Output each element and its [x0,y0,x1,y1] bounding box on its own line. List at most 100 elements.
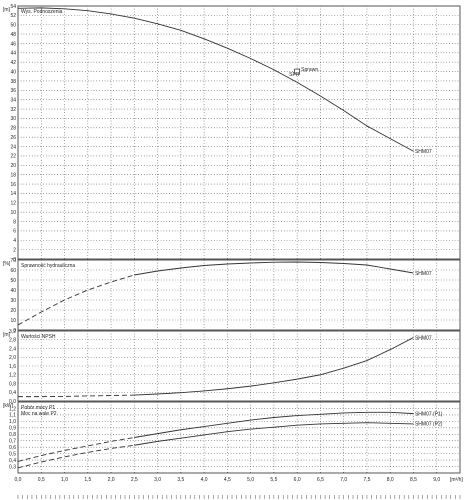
y-tick-label: 16 [10,182,16,188]
y-tick-label: 0,5 [9,451,16,457]
y-axis-unit: [kW] [3,403,14,409]
y-tick-label: 0,8 [9,381,16,387]
y-tick-label: 46 [10,41,16,47]
y-tick-label: 24 [10,144,16,150]
y-tick-label: 0,7 [9,439,16,445]
y-tick-label: 3,2 [9,329,16,335]
x-tick-label: 9,0 [433,477,440,483]
series-line [17,7,414,152]
data-point [41,396,42,397]
x-tick-label: 3,5 [177,477,184,483]
y-tick-label: 20 [10,163,16,169]
x-tick-label: 2,5 [131,477,138,483]
y-tick-label: 60 [10,268,16,274]
y-tick-label: 26 [10,135,16,141]
panel-frame [17,5,461,260]
y-tick-label: 1,0 [9,419,16,425]
x-tick-label: 5,5 [270,477,277,483]
y-tick-label: 42 [10,60,16,66]
x-tick-label: 6,0 [294,477,301,483]
y-axis-unit: [%] [3,261,11,267]
x-tick-label: 8,5 [410,477,417,483]
y-tick-label: 0,6 [9,445,16,451]
panel-frame [17,401,461,474]
y-tick-label: 6 [13,229,16,235]
y-tick-label: 32 [10,107,16,113]
series-label: SHM07 [415,335,432,341]
x-tick-label: 1,5 [84,477,91,483]
y-tick-label: 2,0 [9,355,16,361]
series-line-dashed [17,437,135,462]
y-tick-label: 10 [10,318,16,324]
y-tick-label: 28 [10,126,16,132]
series-line [134,411,414,438]
y-tick-label: 1,2 [9,406,16,412]
x-tick-label: 0,0 [15,477,22,483]
y-tick-label: 14 [10,191,16,197]
series-line [134,422,414,446]
y-tick-label: 0 [13,328,16,334]
x-tick-label: 3,0 [154,477,161,483]
y-tick-label: 2,4 [9,346,16,352]
y-tick-label: 52 [10,13,16,19]
x-axis: 0,0 0,5 1,0 1,5 2,0 2,5 3,0 3,5 4,0 4,5 5,0 5,5 6,0 6… [15,477,463,499]
x-tick-label: 4,0 [201,477,208,483]
y-tick-label: 1,1 [9,413,16,419]
y-tick-label: 30 [10,298,16,304]
panel-title: Wys. Podnoszenia [21,9,63,15]
x-tick-label: 7,5 [363,477,370,483]
y-tick-label: 36 [10,88,16,94]
y-tick-label: 0,4 [9,458,16,464]
y-tick-label: 4 [13,238,16,244]
series-line-dashed [17,274,135,326]
data-point [110,448,111,449]
y-tick-label: 22 [10,154,16,160]
panel-frame [17,259,461,331]
y-tick-label: 0,3 [9,464,16,470]
annotation-label: Sprawn. [301,67,319,73]
chart-panel-3: 0,0 0,4 0,8 1,2 1,6 2,0 2,4 2,8 3,2[m] Wartości N… [3,329,461,405]
y-tick-label: 34 [10,98,16,104]
x-tick-label: 0,5 [38,477,45,483]
x-tick-label: 7,0 [340,477,347,483]
y-tick-label: 40 [10,288,16,294]
panel-frame [17,330,461,402]
chart-panel-1: 0246810121416182022242628303234363840424… [3,4,461,263]
y-axis-unit: [m] [3,332,11,338]
series-line-dashed [18,394,135,398]
panel-title: Pobór mocy P1 [21,405,55,411]
x-tick-label: 8,0 [387,477,394,483]
series-label: SHM07 (P1) [415,411,443,417]
y-tick-label: 1,6 [9,364,16,370]
series-line-dashed [17,444,135,469]
y-tick-label: 0 [13,257,16,263]
y-tick-label: 50 [10,23,16,29]
y-tick-label: 48 [10,32,16,38]
x-tick-label: 2,0 [108,477,115,483]
series-label: SHM07 [415,149,432,155]
series-line [134,261,414,276]
x-tick-label: 4,5 [224,477,231,483]
x-tick-label: 5,0 [247,477,254,483]
data-point [87,445,88,446]
operating-point-marker [294,68,301,75]
y-tick-label: 2,8 [9,338,16,344]
x-tick-label: 6,5 [317,477,324,483]
y-tick-label: 38 [10,79,16,85]
y-tick-label: 40 [10,69,16,75]
y-tick-label: 0,4 [9,390,16,396]
y-tick-label: 12 [10,201,16,207]
y-tick-label: 10 [10,210,16,216]
chart-panel-4: 0,30,40,50,60,70,80,91,01,11,2[kW] Pobór … [3,401,461,474]
panel-title: Wartości NPSH [21,334,56,340]
y-tick-label: 0,8 [9,432,16,438]
series-label: SHM07 [415,271,432,277]
y-tick-label: 70 [10,258,16,264]
y-tick-label: 54 [10,4,16,10]
y-tick-label: 1,2 [9,373,16,379]
y-tick-label: 2 [13,247,16,253]
y-axis-unit: [m] [3,7,11,13]
chart-panel-2: 0 10 20 30 40 50 60 70[%] Sprawność hydrauliczna… [3,258,461,334]
annotation-label: SPR [289,72,300,78]
